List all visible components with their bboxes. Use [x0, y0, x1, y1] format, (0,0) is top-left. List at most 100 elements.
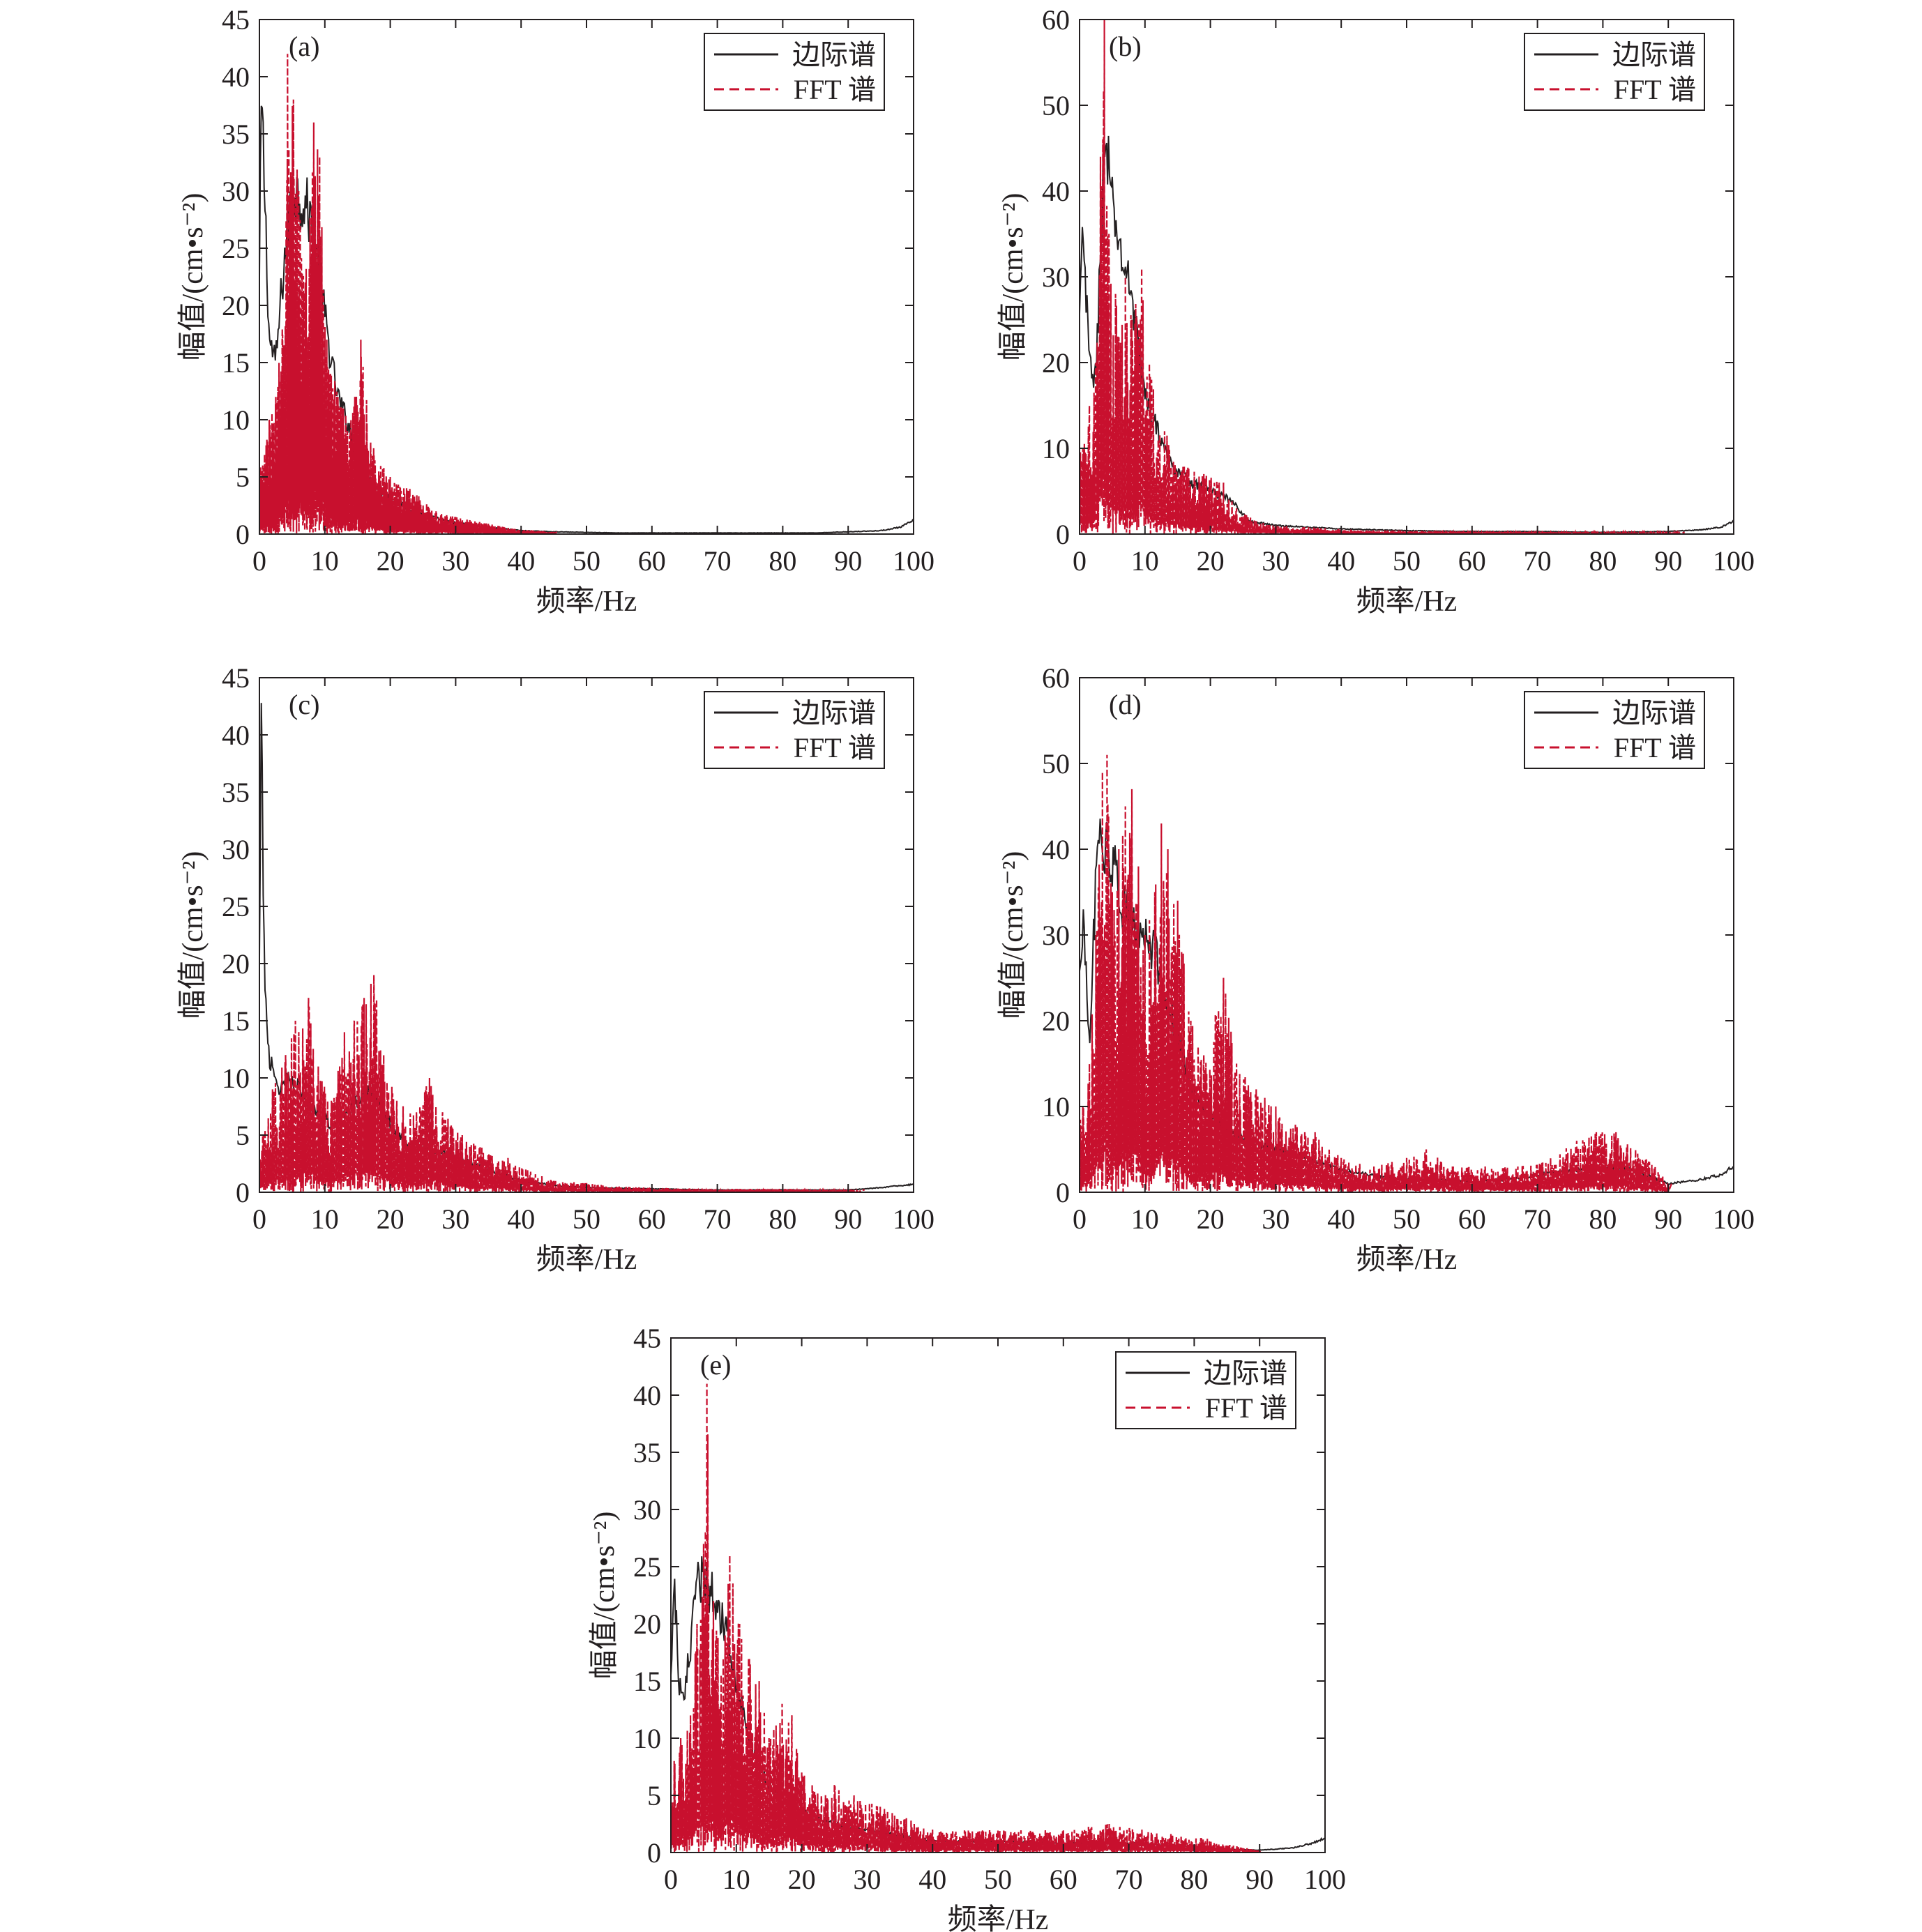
legend-box: [704, 691, 885, 769]
legend-label: 边际谱: [792, 39, 876, 70]
x-tick-label: 70: [1115, 1864, 1143, 1895]
x-tick-label: 80: [1589, 545, 1617, 577]
series-line-fft: [259, 54, 558, 534]
y-tick-label: 0: [647, 1837, 661, 1869]
y-tick-label: 30: [1042, 261, 1070, 293]
y-tick-label: 30: [633, 1494, 661, 1526]
y-tick-label: 40: [1042, 834, 1070, 865]
x-tick-label: 10: [722, 1864, 750, 1895]
chart-panel-a: 0 10 20 30 40 50 60 70 80 90 100 0 5 10 15 20 25 30 35 40 45…: [177, 4, 934, 618]
legend-box: [1115, 1351, 1296, 1429]
series-line-fft: [671, 1383, 1264, 1853]
x-tick-label: 0: [1073, 1203, 1087, 1235]
y-tick-label: 50: [1042, 90, 1070, 121]
y-tick-label: 40: [633, 1380, 661, 1411]
series-line-marginal: [259, 703, 914, 1192]
x-axis-label: 频率/Hz: [1356, 1243, 1458, 1276]
legend-label: FFT 谱: [794, 74, 876, 105]
x-tick-label: 30: [1262, 545, 1289, 577]
legend-label: FFT 谱: [1205, 1392, 1287, 1424]
y-tick-label: 10: [1042, 433, 1070, 464]
legend-label: 边际谱: [1612, 39, 1696, 70]
chart-panel-e: 0 10 20 30 40 50 60 70 80 90 100 0 5 10 15 20 25 30 35 40 45…: [589, 1323, 1346, 1932]
chart-panel-c: 0 10 20 30 40 50 60 70 80 90 100 0 5 10 15 20 25 30 35 40 45…: [177, 662, 934, 1276]
y-tick-label: 60: [1042, 662, 1070, 694]
x-tick-label: 0: [252, 1203, 266, 1235]
chart-panel-b: 0 10 20 30 40 50 60 70 80 90 1000102030405060频率/Hz…: [997, 4, 1755, 618]
x-tick-label: 20: [1197, 1203, 1225, 1235]
y-tick-label: 25: [633, 1551, 661, 1583]
y-tick-label: 10: [222, 404, 250, 436]
x-tick-label: 10: [311, 1203, 339, 1235]
x-tick-label: 0: [1073, 545, 1087, 577]
y-axis-label: 幅值/(cm•s⁻²): [589, 1512, 621, 1680]
y-tick-label: 45: [222, 4, 250, 36]
y-tick-label: 35: [222, 777, 250, 808]
x-tick-label: 90: [1246, 1864, 1273, 1895]
y-tick-label: 40: [222, 720, 250, 751]
legend-box: [704, 33, 885, 111]
legend-label: 边际谱: [792, 697, 876, 729]
x-tick-label: 90: [834, 545, 862, 577]
y-tick-label: 10: [633, 1723, 661, 1754]
y-tick-label: 20: [633, 1608, 661, 1640]
x-axis-label: 频率/Hz: [948, 1903, 1049, 1932]
x-tick-label: 50: [1393, 545, 1421, 577]
y-tick-label: 35: [222, 119, 250, 150]
x-axis-label: 频率/Hz: [1356, 585, 1458, 618]
series-line-fft: [1080, 20, 1685, 534]
y-tick-label: 0: [236, 519, 250, 550]
x-tick-label: 20: [1197, 545, 1225, 577]
x-tick-label: 10: [1131, 545, 1159, 577]
y-tick-label: 5: [236, 1120, 250, 1151]
y-tick-label: 60: [1042, 4, 1070, 36]
y-axis-label: 幅值/(cm•s⁻²): [177, 193, 209, 361]
x-tick-label: 80: [1180, 1864, 1208, 1895]
x-tick-label: 90: [1654, 545, 1682, 577]
y-tick-label: 0: [1056, 519, 1070, 550]
x-tick-label: 100: [1713, 545, 1755, 577]
y-tick-label: 20: [1042, 347, 1070, 379]
y-tick-label: 50: [1042, 748, 1070, 779]
x-tick-label: 20: [788, 1864, 816, 1895]
y-tick-label: 35: [633, 1437, 661, 1468]
y-tick-label: 45: [633, 1323, 661, 1354]
x-tick-label: 60: [1458, 545, 1486, 577]
x-tick-label: 60: [638, 1203, 666, 1235]
legend-label: FFT 谱: [1614, 732, 1696, 763]
y-tick-label: 0: [236, 1177, 250, 1208]
x-tick-label: 100: [893, 545, 934, 577]
x-tick-label: 10: [1131, 1203, 1159, 1235]
x-tick-label: 60: [638, 545, 666, 577]
x-tick-label: 100: [1713, 1203, 1755, 1235]
y-tick-label: 20: [222, 290, 250, 321]
panel-label: (c): [289, 689, 319, 720]
x-tick-label: 50: [1393, 1203, 1421, 1235]
legend-label: FFT 谱: [794, 732, 876, 763]
x-tick-label: 40: [1327, 545, 1355, 577]
y-tick-label: 5: [647, 1780, 661, 1811]
y-tick-label: 40: [222, 61, 250, 93]
x-axis-label: 频率/Hz: [536, 1243, 637, 1276]
panel-label: (a): [289, 31, 319, 62]
y-axis-label: 幅值/(cm•s⁻²): [997, 851, 1029, 1019]
y-tick-label: 20: [222, 948, 250, 980]
x-tick-label: 80: [1589, 1203, 1617, 1235]
y-tick-label: 30: [222, 834, 250, 865]
x-tick-label: 70: [1524, 1203, 1552, 1235]
x-tick-label: 60: [1050, 1864, 1077, 1895]
chart-panel-d: 0 10 20 30 40 50 60 70 80 90 1000102030405060频率/Hz…: [997, 662, 1755, 1276]
x-tick-label: 0: [252, 545, 266, 577]
x-tick-label: 70: [704, 545, 732, 577]
y-tick-label: 30: [222, 176, 250, 207]
legend-box: [1524, 691, 1705, 769]
x-tick-label: 60: [1458, 1203, 1486, 1235]
legend-label: 边际谱: [1204, 1357, 1287, 1389]
y-tick-label: 25: [222, 233, 250, 264]
y-tick-label: 10: [222, 1063, 250, 1094]
y-tick-label: 25: [222, 891, 250, 922]
